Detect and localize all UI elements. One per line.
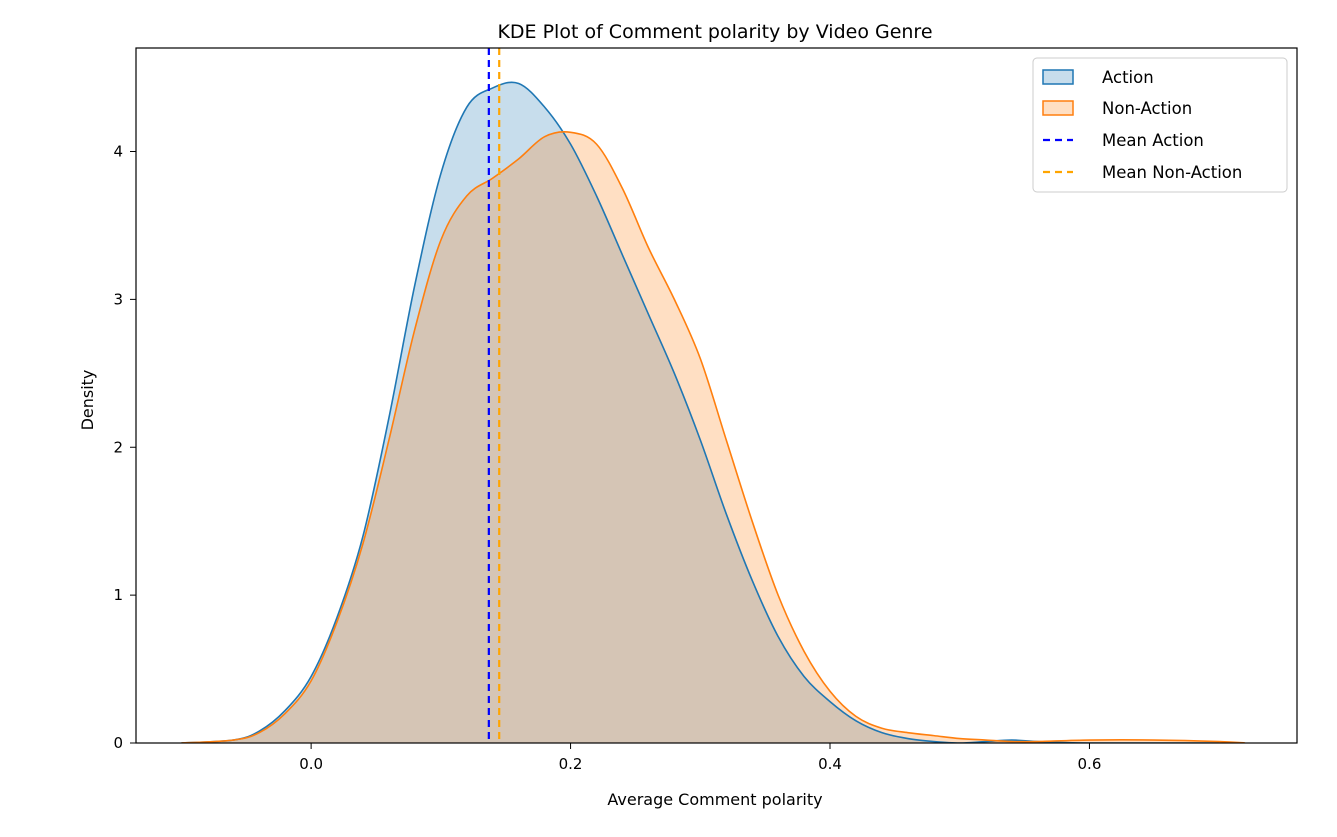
legend-label-mean-non-action: Mean Non-Action xyxy=(1102,163,1242,182)
y-tick-label: 4 xyxy=(113,143,123,161)
y-tick-label: 0 xyxy=(113,734,123,752)
kde-fill-action xyxy=(181,82,1220,743)
chart-title: KDE Plot of Comment polarity by Video Ge… xyxy=(497,21,932,43)
x-axis-ticks: 0.0 0.2 0.4 0.6 xyxy=(299,743,1101,773)
x-tick-label: 0.4 xyxy=(818,755,842,773)
kde-line-action xyxy=(181,81,1220,743)
y-axis-label: Density xyxy=(78,370,97,431)
legend-frame xyxy=(1032,57,1288,193)
mean-lines-layer xyxy=(487,48,501,743)
x-tick-label: 0.0 xyxy=(299,755,323,773)
series-layer xyxy=(181,81,1246,743)
legend-swatch-non-action xyxy=(1042,100,1074,116)
x-axis-label: Average Comment polarity xyxy=(607,790,822,809)
y-tick-label: 2 xyxy=(113,438,123,456)
x-tick-label: 0.2 xyxy=(559,755,583,773)
legend-label-action: Action xyxy=(1102,68,1154,87)
legend-label-mean-action: Mean Action xyxy=(1102,131,1204,150)
kde-fill-non-action xyxy=(181,131,1246,743)
kde-line-non-action xyxy=(181,131,1246,743)
y-axis-ticks: 0 1 2 3 4 xyxy=(113,143,136,752)
y-tick-label: 3 xyxy=(113,290,123,308)
x-tick-label: 0.6 xyxy=(1078,755,1102,773)
legend-swatch-action xyxy=(1042,69,1074,85)
y-tick-label: 1 xyxy=(113,586,123,604)
legend-label-non-action: Non-Action xyxy=(1102,99,1192,118)
plot-frame xyxy=(135,47,1298,744)
legend: Action Non-Action Mean Action Mean Non-A… xyxy=(1032,57,1288,193)
